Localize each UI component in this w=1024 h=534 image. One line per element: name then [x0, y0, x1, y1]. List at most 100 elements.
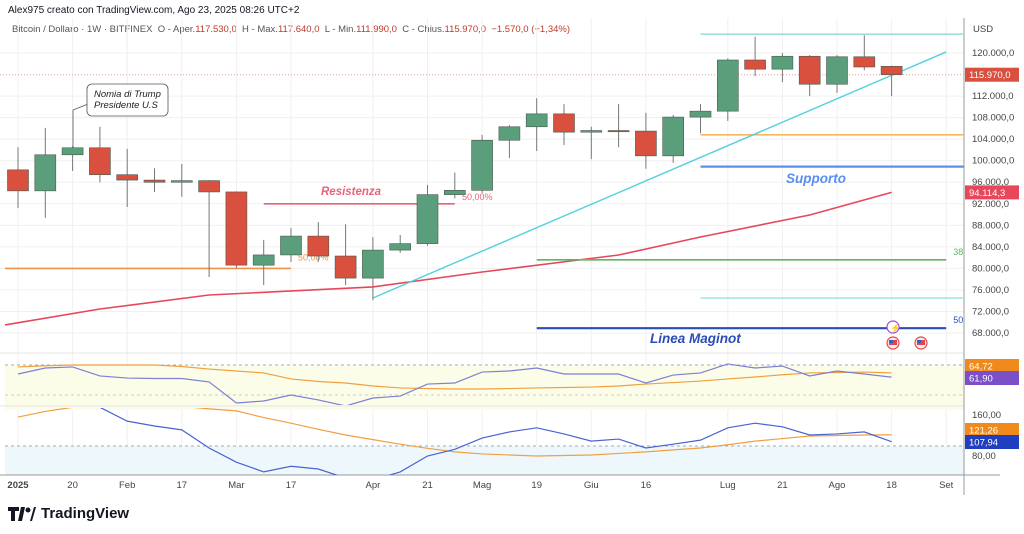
candle-up: [252, 254, 275, 266]
time-tick-label: Mag: [473, 480, 491, 491]
time-tick-label: Set: [939, 480, 954, 491]
low-value: 111.990,0: [356, 24, 397, 35]
candle-up: [389, 243, 412, 251]
candle-down: [853, 56, 876, 68]
rsi-value-badge: 61,90: [969, 374, 993, 385]
candle-down: [553, 113, 575, 133]
open-label: O - Aper.: [157, 24, 196, 35]
candle-up: [362, 249, 384, 279]
close-label: C - Chius.: [402, 24, 445, 35]
candle-up: [61, 147, 84, 156]
ma-value-badge: 94.114,3: [969, 188, 1005, 199]
lightning-icon-glyph: ⚡: [890, 322, 901, 334]
candle-up: [498, 126, 521, 141]
candle-down: [7, 169, 29, 192]
osc-line: [99, 408, 892, 475]
price-tick-label: 80.000,0: [972, 263, 1009, 274]
time-tick-label: Lug: [720, 480, 736, 491]
level-label-fib-38: 38: [953, 247, 963, 257]
time-tick-label: 20: [67, 480, 78, 491]
price-tick-label: 68.000,0: [972, 328, 1009, 339]
price-tick-label: 72.000,0: [972, 306, 1009, 317]
osc-ma-line: [17, 408, 892, 457]
candle-down: [880, 66, 903, 76]
candle-down: [607, 130, 630, 133]
close-value: 115.970,0: [444, 24, 487, 35]
level-label-maginot: 50: [953, 315, 963, 325]
change-value: −1.570,0 (−1,34%): [491, 24, 571, 35]
candle-up: [771, 55, 794, 70]
osc-tick-label: 160,00: [972, 410, 1001, 421]
rsi-ma-badge: 64,72: [969, 362, 993, 373]
candle-up: [689, 110, 712, 118]
price-tick-label: 108.000,0: [972, 113, 1014, 124]
symbol-legend: Bitcoin / Dollaro · 1W · BITFINEX O - Ap…: [12, 24, 570, 35]
rsi-line: [17, 363, 892, 405]
price-tick-label: 88.000,0: [972, 220, 1009, 231]
candle-down: [635, 130, 657, 157]
candle-down: [798, 55, 821, 85]
us-flag-canton: [889, 340, 893, 343]
time-tick-label: 16: [641, 480, 652, 491]
time-tick-label: Mar: [228, 480, 244, 491]
osc-tick-label: 80,00: [972, 451, 996, 462]
chart-credit: Alex975 creato con TradingView.com, Ago …: [8, 5, 300, 16]
osc-value-badge: 107,94: [969, 438, 998, 449]
time-tick-label: 21: [777, 480, 788, 491]
open-value: 117.530,0: [195, 24, 237, 35]
candle-up: [471, 139, 493, 191]
tradingview-logo-icon: [8, 506, 36, 521]
osc-band: [5, 446, 964, 475]
candle-up: [580, 130, 603, 133]
rsi-ma-badge-bg: [965, 359, 1019, 373]
low-label: L - Min.: [324, 24, 357, 35]
tradingview-logo[interactable]: TradingView: [8, 505, 129, 522]
price-tick-label: 112.000,0: [972, 91, 1014, 102]
lightning-icon: [886, 320, 900, 334]
candle-down: [744, 59, 766, 70]
osc-ma-badge: 121,26: [969, 426, 998, 437]
last-price-badge: 115.970,0: [969, 70, 1011, 81]
high-value: 117.640,0: [277, 24, 320, 35]
time-tick-label: 2025: [7, 480, 29, 491]
candle-up: [34, 154, 57, 192]
callout-box: [86, 83, 169, 117]
price-tick-label: 100.000,0: [972, 156, 1014, 167]
last-price-badge-bg: [965, 67, 1019, 82]
candle-down: [143, 179, 166, 183]
level-label-resistance: 50,00%: [462, 192, 493, 202]
price-tick-label: 104.000,0: [972, 134, 1014, 145]
candle-up: [171, 180, 193, 183]
time-tick-label: 17: [286, 480, 297, 491]
candle-down: [198, 180, 220, 193]
time-tick-label: Feb: [119, 480, 135, 491]
time-tick-label: 18: [886, 480, 897, 491]
candle-down: [334, 255, 357, 279]
symbol-name[interactable]: Bitcoin / Dollaro · 1W · BITFINEX: [12, 24, 153, 35]
candle-up: [716, 59, 739, 112]
resistenza-label: Resistenza: [321, 186, 382, 198]
high-label: H - Max.: [242, 24, 278, 35]
us-flag-canton: [917, 340, 921, 343]
candle-up: [443, 190, 466, 195]
time-tick-label: 19: [531, 480, 542, 491]
price-tick-label: 120.000,0: [972, 48, 1014, 59]
candle-up: [280, 235, 302, 256]
osc-value-badge-bg: [965, 435, 1019, 449]
currency-label: USD: [973, 24, 993, 35]
time-tick-label: 21: [422, 480, 433, 491]
maginot-label: Linea Maginot: [650, 331, 741, 346]
time-tick-label: Apr: [366, 480, 381, 491]
ma-value-badge-bg: [965, 185, 1019, 200]
supporto-label: Supporto: [786, 171, 846, 186]
callout-text-line1: Nomia di Trump: [94, 89, 161, 100]
callout-text-line2: Presidente U.S: [94, 100, 159, 111]
candle-down: [116, 174, 138, 181]
price-tick-label: 84.000,0: [972, 242, 1009, 253]
level-label-orange-support: 50,00%: [298, 252, 329, 262]
price-tick-label: 76.000,0: [972, 285, 1009, 296]
price-tick-label: 92.000,0: [972, 199, 1009, 210]
osc-ma-badge-bg: [965, 423, 1019, 437]
candle-up: [662, 116, 685, 157]
